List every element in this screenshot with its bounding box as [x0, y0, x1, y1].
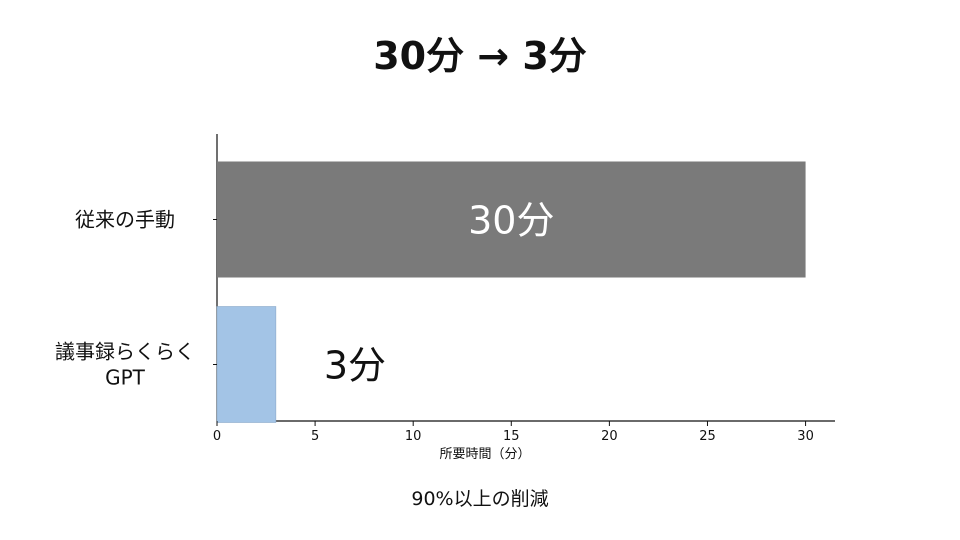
x-tick-label-0: 0 [213, 429, 221, 444]
x-tick-label-5: 25 [699, 429, 716, 444]
x-tick-label-1: 5 [311, 429, 319, 444]
value-label-0: 30分 [468, 199, 554, 243]
x-axis-label: 所要時間（分） [439, 447, 530, 462]
bar-1 [216, 306, 277, 423]
x-tick-label-2: 10 [405, 429, 422, 444]
value-label-1: 3分 [324, 344, 386, 388]
category-label-0: 従来の手動 [75, 208, 175, 232]
x-tick-label-3: 15 [503, 429, 520, 444]
bar-0 [217, 161, 806, 278]
x-tick-label-4: 20 [601, 429, 618, 444]
category-label-1: 議事録らくらく GPT [55, 340, 195, 390]
chart-title: 30分 → 3分 [373, 34, 587, 78]
x-tick-label-6: 30 [797, 429, 814, 444]
reduction-caption: 90%以上の削減 [411, 488, 549, 510]
